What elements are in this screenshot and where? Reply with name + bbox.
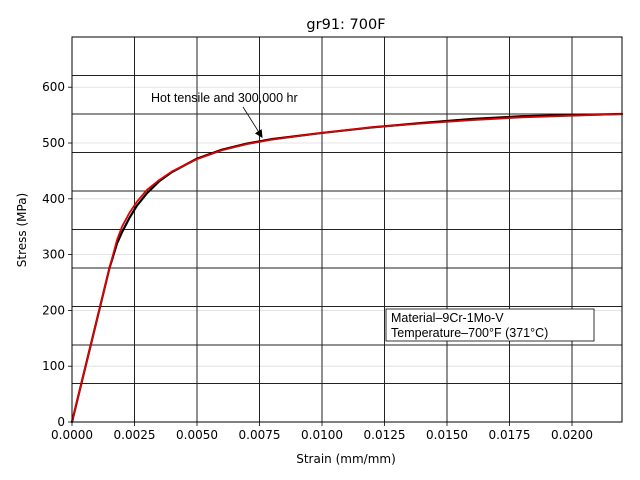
series-line-2 <box>71 113 623 423</box>
info-material: Material–9Cr-1Mo-V <box>391 311 504 325</box>
x-tick-label: 0.0175 <box>489 428 531 442</box>
x-tick-label: 0.0025 <box>114 428 156 442</box>
info-temperature: Temperature–700°F (371°C) <box>391 326 548 340</box>
y-tick-label: 200 <box>42 303 65 317</box>
x-tick-label: 0.0200 <box>551 428 593 442</box>
info-box-frame <box>385 308 595 342</box>
y-tick-label: 0 <box>57 415 65 429</box>
y-axis-label: Stress (MPa) <box>15 193 29 267</box>
x-tick-label: 0.0100 <box>301 428 343 442</box>
y-tick-label: 400 <box>42 192 65 206</box>
x-tick-label: 0.0075 <box>239 428 281 442</box>
axis-ticks: 0.0000 0.0025 0.0050 0.0075 0.0100 0.0125 0.01… <box>42 80 593 442</box>
annotation-text: Hot tensile and 300,000 hr <box>151 91 298 105</box>
plot-frame <box>71 36 623 423</box>
x-tick-label: 0.0125 <box>364 428 406 442</box>
chart-title: gr91: 700F <box>306 17 385 33</box>
y-tick-label: 100 <box>42 359 65 373</box>
series-lines <box>70 112 624 424</box>
annotation-arrow <box>242 106 263 138</box>
grid <box>72 37 622 422</box>
x-axis-label: Strain (mm/mm) <box>296 452 396 466</box>
y-tick-label: 300 <box>42 248 65 262</box>
annotation: Hot tensile and 300,000 hr <box>151 91 298 138</box>
x-tick-label: 0.0000 <box>51 428 93 442</box>
x-tick-label: 0.0050 <box>176 428 218 442</box>
info-box: Material–9Cr-1Mo-V Temperature–700°F (37… <box>385 308 595 342</box>
y-tick-label: 500 <box>42 136 65 150</box>
y-tick-label: 600 <box>42 80 65 94</box>
x-tick-label: 0.0150 <box>426 428 468 442</box>
